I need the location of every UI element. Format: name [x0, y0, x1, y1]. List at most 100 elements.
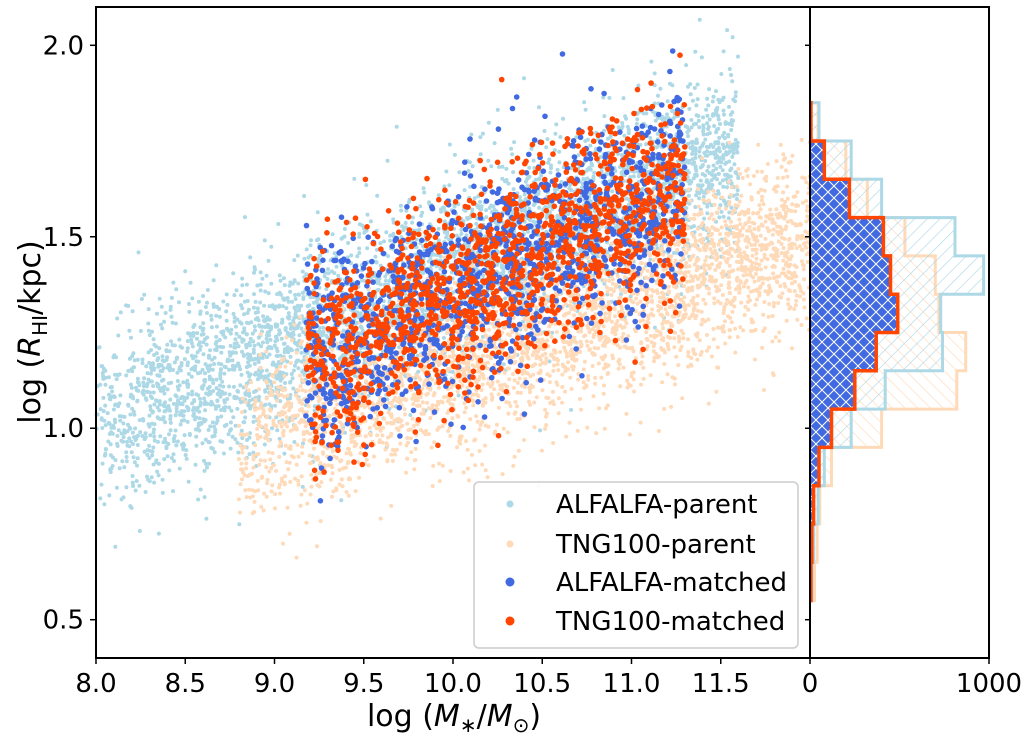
data-point — [245, 370, 250, 375]
data-point — [723, 161, 728, 166]
data-point — [280, 304, 285, 309]
data-point — [283, 326, 288, 330]
data-point — [394, 124, 399, 129]
data-point — [438, 266, 443, 271]
data-point — [99, 482, 104, 487]
data-point — [146, 377, 151, 382]
data-point — [203, 371, 207, 376]
data-point — [240, 349, 244, 354]
data-point — [719, 209, 724, 214]
data-point — [150, 329, 154, 334]
data-point — [151, 390, 156, 395]
data-point — [132, 358, 137, 363]
data-point — [162, 391, 167, 396]
data-point — [702, 216, 707, 221]
data-point — [537, 205, 542, 210]
data-point — [244, 332, 249, 337]
data-point — [440, 463, 445, 468]
data-point — [522, 208, 527, 213]
data-point — [202, 419, 207, 424]
data-point — [357, 251, 362, 255]
data-point — [148, 371, 153, 376]
data-point — [531, 158, 536, 163]
data-point — [198, 309, 203, 314]
data-point — [549, 166, 553, 171]
data-point — [124, 459, 129, 464]
data-point — [169, 456, 174, 460]
data-point — [274, 336, 279, 340]
data-point — [230, 358, 235, 363]
data-point — [694, 103, 699, 108]
data-point — [700, 172, 705, 177]
data-point — [137, 418, 142, 423]
data-point — [167, 432, 171, 437]
data-point — [142, 292, 147, 297]
data-point — [695, 82, 700, 87]
data-point — [685, 237, 690, 242]
data-point — [204, 391, 209, 396]
data-point — [219, 414, 224, 419]
data-point — [157, 346, 162, 351]
data-point — [241, 352, 246, 357]
data-point — [243, 415, 248, 420]
data-point — [388, 238, 393, 243]
data-point — [474, 221, 479, 226]
data-point — [465, 215, 470, 220]
data-point — [760, 345, 765, 350]
data-point — [128, 412, 133, 417]
data-point — [143, 490, 148, 494]
data-point — [586, 377, 591, 382]
data-point — [111, 423, 116, 428]
data-point — [276, 222, 281, 226]
data-point — [203, 400, 208, 404]
data-point — [300, 290, 305, 295]
data-point — [765, 243, 770, 247]
data-point — [503, 179, 507, 184]
data-point — [118, 418, 123, 423]
data-point — [325, 277, 330, 281]
data-point — [120, 459, 125, 464]
data-point — [140, 434, 145, 438]
data-point — [505, 430, 510, 435]
data-point — [591, 176, 596, 181]
data-point — [497, 165, 502, 169]
data-point — [687, 181, 692, 186]
data-point — [290, 376, 295, 381]
data-point — [185, 419, 190, 424]
data-point — [705, 211, 710, 216]
data-point — [657, 429, 661, 433]
data-point — [264, 368, 269, 373]
data-point — [395, 426, 399, 431]
data-point — [585, 425, 590, 430]
data-point — [689, 118, 694, 122]
data-point — [282, 341, 287, 346]
data-point — [717, 155, 722, 160]
data-point — [203, 437, 208, 442]
data-point — [729, 320, 734, 325]
data-point — [364, 183, 369, 188]
data-point — [177, 383, 182, 388]
data-point — [203, 408, 208, 413]
data-point — [253, 370, 258, 375]
data-point — [246, 307, 251, 312]
data-point — [359, 325, 364, 330]
data-point — [688, 82, 693, 87]
data-point — [152, 434, 157, 439]
data-point — [309, 238, 313, 243]
data-point — [99, 364, 104, 369]
data-point — [708, 150, 713, 155]
data-point — [652, 71, 657, 76]
data-point — [699, 223, 704, 228]
data-point — [258, 282, 263, 287]
data-point — [291, 386, 296, 391]
data-point — [150, 421, 155, 426]
data-point — [208, 363, 213, 368]
data-point — [131, 455, 136, 460]
data-point — [250, 357, 255, 362]
data-point — [209, 317, 214, 322]
data-point — [504, 400, 509, 405]
data-point — [163, 408, 168, 413]
data-point — [288, 380, 292, 385]
data-point — [716, 117, 721, 122]
data-point — [160, 354, 165, 359]
